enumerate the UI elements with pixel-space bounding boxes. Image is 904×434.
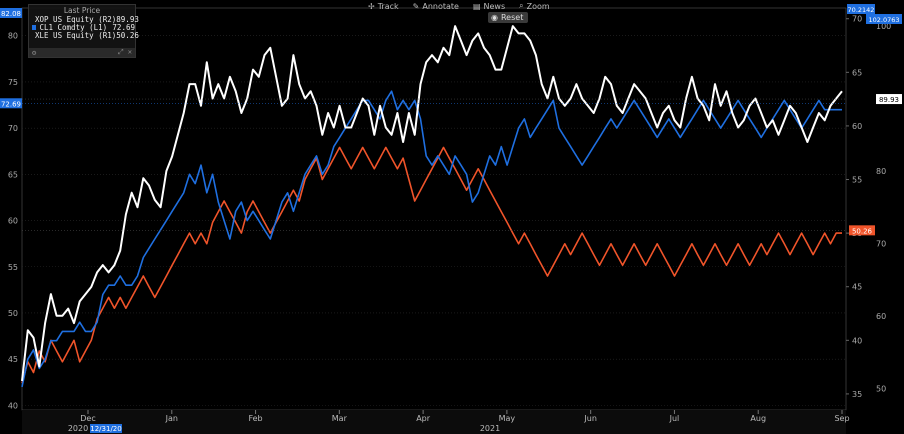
right1-tick-label: 40 [852,336,862,345]
top-right1-tag: 70.2142 [848,6,875,14]
right1-axis: 3540455055606570 [846,15,862,399]
value-tags: 72.69 50.26 89.93 82.08 70.2142 102.0763 [0,4,902,236]
year-label: 2021 [480,424,500,433]
legend-swatch [32,24,37,30]
x-tick-label: Dec [80,414,95,423]
news-icon: ▤ [472,1,481,11]
left-tick-label: 45 [8,355,18,364]
right1-tick-label: 65 [852,68,862,77]
grid [21,7,847,411]
x-tick-label: Aug [750,414,766,423]
legend-item[interactable]: XOP US Equity (R2) 89.93 [35,14,139,24]
last-price-tag-box [849,225,875,236]
legend-item[interactable]: XLE US Equity (R1) 50.26 [35,30,139,40]
reset-icon: ◉ [491,13,498,22]
left-tick-label: 75 [8,78,18,87]
x-tick-label: May [499,414,516,423]
legend-controls[interactable]: ⤢ ✕ [117,48,132,56]
settings-icon[interactable]: ⚙ [32,48,37,57]
x-tick-label: Feb [248,414,262,423]
last-price-tag: 72.69 [1,100,21,108]
x-tick-label: Jul [669,414,680,423]
last-price-tag: 89.93 [879,96,899,104]
series-line [21,146,842,384]
x-tick-label: Jan [165,414,178,423]
x-tick-label: Apr [416,414,431,423]
right2-tick-label: 100 [876,22,891,31]
annotate-icon: ✎ [412,1,420,11]
chart-toolbar: ✢ Track ✎ Annotate ▤ News ⌕ Zoom [368,0,550,12]
right2-tick-label: 80 [876,167,886,176]
last-price-tag-box [0,98,22,109]
zoom-icon: ⌕ [519,1,524,10]
top-right1-tag-box [847,4,875,14]
annotate-button[interactable]: ✎ Annotate [412,1,459,11]
track-button[interactable]: ✢ Track [368,1,399,11]
plot-frame [21,7,847,411]
left-tick-label: 70 [8,124,18,133]
news-button[interactable]: ▤ News [472,1,506,11]
top-right2-tag: 102.0763 [868,16,899,24]
left-axis: 40 45 50 55 60 65 70 75 80 [8,32,18,411]
legend: Last Price XOP US Equity (R2) 89.93 CL1 … [28,4,139,58]
reset-button[interactable]: ◉ Reset [488,12,528,23]
right1-tick-label: 45 [852,283,862,292]
last-price-tag-box [876,94,902,105]
right1-tick-label: 55 [852,176,862,185]
right1-tick-label: 35 [852,390,862,399]
left-tick-label: 65 [8,170,18,179]
left-tick-label: 50 [8,309,18,318]
last-price-tag: 50.26 [852,227,873,235]
legend-footer: ⚙ ⤢ ✕ [29,48,135,57]
left-tick-label: 60 [8,217,18,226]
left-tick-label: 80 [8,32,18,41]
x-axis: Dec Jan Feb Mar Apr May Jun Jul Aug Sep 2020 2021 12… [22,410,850,434]
top-left-tag: 82.08 [1,10,21,18]
x-tick-label: Jun [583,414,597,423]
date-marker-box [90,424,122,433]
left-tick-label: 40 [8,401,18,410]
legend-title: Last Price [63,6,101,15]
legend-item[interactable]: CL1 Comdty (L1) 72.69 [29,23,135,32]
series-layer [21,25,843,388]
right2-tick-label: 60 [876,312,886,321]
date-marker: 12/31/20 [90,425,121,433]
right2-tick-label: 50 [876,384,886,393]
series-line [21,25,843,382]
x-tick-label: Sep [834,414,849,423]
track-icon: ✢ [368,1,375,11]
x-axis-band [22,410,846,434]
right1-tick-label: 60 [852,122,862,131]
right2-axis: 5060708090100 [876,22,891,393]
right2-tick-label: 70 [876,239,886,248]
top-left-tag-box [0,8,22,18]
left-tick-label: 55 [8,263,18,272]
x-tick-label: Mar [332,414,348,423]
zoom-button[interactable]: ⌕ Zoom [519,1,550,11]
right1-tick-label: 70 [852,15,862,24]
year-label: 2020 [68,424,88,433]
series-line [21,90,842,388]
top-right2-tag-box [866,14,902,24]
